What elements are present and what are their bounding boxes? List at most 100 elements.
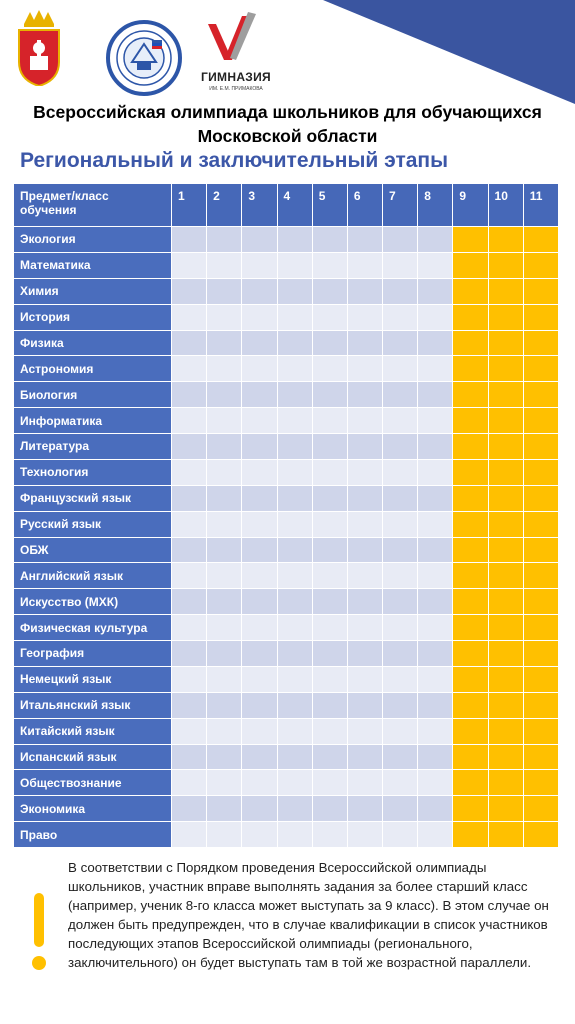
- grade-cell-11: [522, 251, 560, 279]
- grade-cell-4: [276, 665, 313, 693]
- subject-label: Немецкий язык: [13, 665, 172, 693]
- grade-cell-8: [417, 433, 454, 460]
- grade-cell-7: [382, 562, 419, 590]
- table-row: Физическая культура: [13, 614, 560, 641]
- grade-cell-8: [417, 355, 454, 383]
- grade-cell-11: [522, 691, 560, 719]
- grade-cell-11: [522, 562, 560, 590]
- exclamation-icon: [32, 893, 46, 970]
- grade-cell-6: [346, 665, 384, 693]
- grade-cell-9: [452, 226, 489, 253]
- grade-cell-11: [522, 329, 560, 357]
- grade-cell-4: [276, 614, 313, 641]
- grade-cell-11: [522, 614, 560, 641]
- grade-cell-4: [276, 769, 313, 797]
- grade-cell-5: [311, 458, 348, 486]
- subject-label: География: [13, 640, 172, 667]
- grade-cell-9: [452, 329, 489, 357]
- grade-cell-2: [206, 433, 243, 460]
- grade-cell-7: [382, 640, 419, 667]
- subject-label: Физическая культура: [13, 614, 172, 641]
- grade-cell-2: [206, 562, 243, 590]
- grade-cell-2: [206, 821, 243, 848]
- grade-cell-10: [487, 407, 524, 434]
- grade-cell-1: [170, 355, 208, 383]
- grade-cell-5: [311, 821, 348, 848]
- table-row: Английский язык: [13, 562, 560, 590]
- subject-label: Право: [13, 821, 172, 848]
- grade-cell-1: [170, 769, 208, 797]
- grade-cell-3: [241, 303, 278, 331]
- grade-cell-2: [206, 329, 243, 357]
- grade-cell-4: [276, 795, 313, 823]
- grade-cell-5: [311, 251, 348, 279]
- grade-cell-6: [346, 821, 384, 848]
- grade-cell-9: [452, 484, 489, 512]
- grade-cell-6: [346, 251, 384, 279]
- grade-cell-4: [276, 821, 313, 848]
- subject-label: Математика: [13, 251, 172, 279]
- grade-cell-11: [522, 303, 560, 331]
- grade-cell-7: [382, 381, 419, 409]
- subject-label: Химия: [13, 277, 172, 305]
- table-row: Экономика: [13, 795, 560, 823]
- grade-cell-4: [276, 717, 313, 745]
- grade-cell-3: [241, 251, 278, 279]
- grade-cell-7: [382, 407, 419, 434]
- grade-cell-5: [311, 536, 348, 564]
- grade-cell-1: [170, 303, 208, 331]
- table-row: Литература: [13, 433, 560, 460]
- grade-cell-5: [311, 665, 348, 693]
- grade-cell-7: [382, 795, 419, 823]
- grade-cell-1: [170, 433, 208, 460]
- table-header-label: Предмет/класс обучения: [13, 183, 172, 227]
- grade-cell-10: [487, 536, 524, 564]
- grade-cell-5: [311, 510, 348, 538]
- grade-cell-7: [382, 329, 419, 357]
- grade-cell-8: [417, 640, 454, 667]
- table-row: Право: [13, 821, 560, 848]
- corner-decoration: [323, 0, 575, 104]
- grade-cell-5: [311, 795, 348, 823]
- grade-cell-5: [311, 484, 348, 512]
- grade-cell-1: [170, 277, 208, 305]
- grade-cell-7: [382, 717, 419, 745]
- table-row: Обществознание: [13, 769, 560, 797]
- grade-cell-6: [346, 536, 384, 564]
- table-row: Китайский язык: [13, 717, 560, 745]
- grade-cell-4: [276, 251, 313, 279]
- grade-cell-6: [346, 329, 384, 357]
- grade-cell-6: [346, 510, 384, 538]
- grade-cell-11: [522, 277, 560, 305]
- grade-cell-3: [241, 510, 278, 538]
- grade-cell-2: [206, 588, 243, 616]
- grade-cell-5: [311, 329, 348, 357]
- grade-cell-4: [276, 458, 313, 486]
- subject-label: Итальянский язык: [13, 691, 172, 719]
- grade-cell-9: [452, 588, 489, 616]
- grade-cell-5: [311, 588, 348, 616]
- grade-cell-9: [452, 795, 489, 823]
- page-subtitle: Региональный и заключительный этапы: [20, 149, 449, 172]
- grade-cell-7: [382, 303, 419, 331]
- grade-cell-9: [452, 433, 489, 460]
- grade-cell-8: [417, 769, 454, 797]
- grade-cell-11: [522, 821, 560, 848]
- subject-label: Китайский язык: [13, 717, 172, 745]
- grade-cell-3: [241, 226, 278, 253]
- logos-bar: ГИМНАЗИЯ ИМ. Е.М. ПРИМАКОВА: [0, 0, 575, 100]
- grade-cell-6: [346, 769, 384, 797]
- gymnasium-name: ГИМНАЗИЯ: [201, 70, 271, 84]
- grade-cell-8: [417, 381, 454, 409]
- grade-cell-10: [487, 614, 524, 641]
- grade-cell-2: [206, 743, 243, 771]
- grade-cell-3: [241, 381, 278, 409]
- grade-cell-1: [170, 407, 208, 434]
- grade-cell-3: [241, 329, 278, 357]
- table-row: Русский язык: [13, 510, 560, 538]
- olympiad-emblem-icon: [106, 20, 182, 96]
- grade-cell-7: [382, 484, 419, 512]
- table-header-row: Предмет/класс обучения 1 2 3 4 5 6 7 8 9 10 11: [13, 183, 560, 227]
- grade-cell-3: [241, 355, 278, 383]
- subject-label: Литература: [13, 433, 172, 460]
